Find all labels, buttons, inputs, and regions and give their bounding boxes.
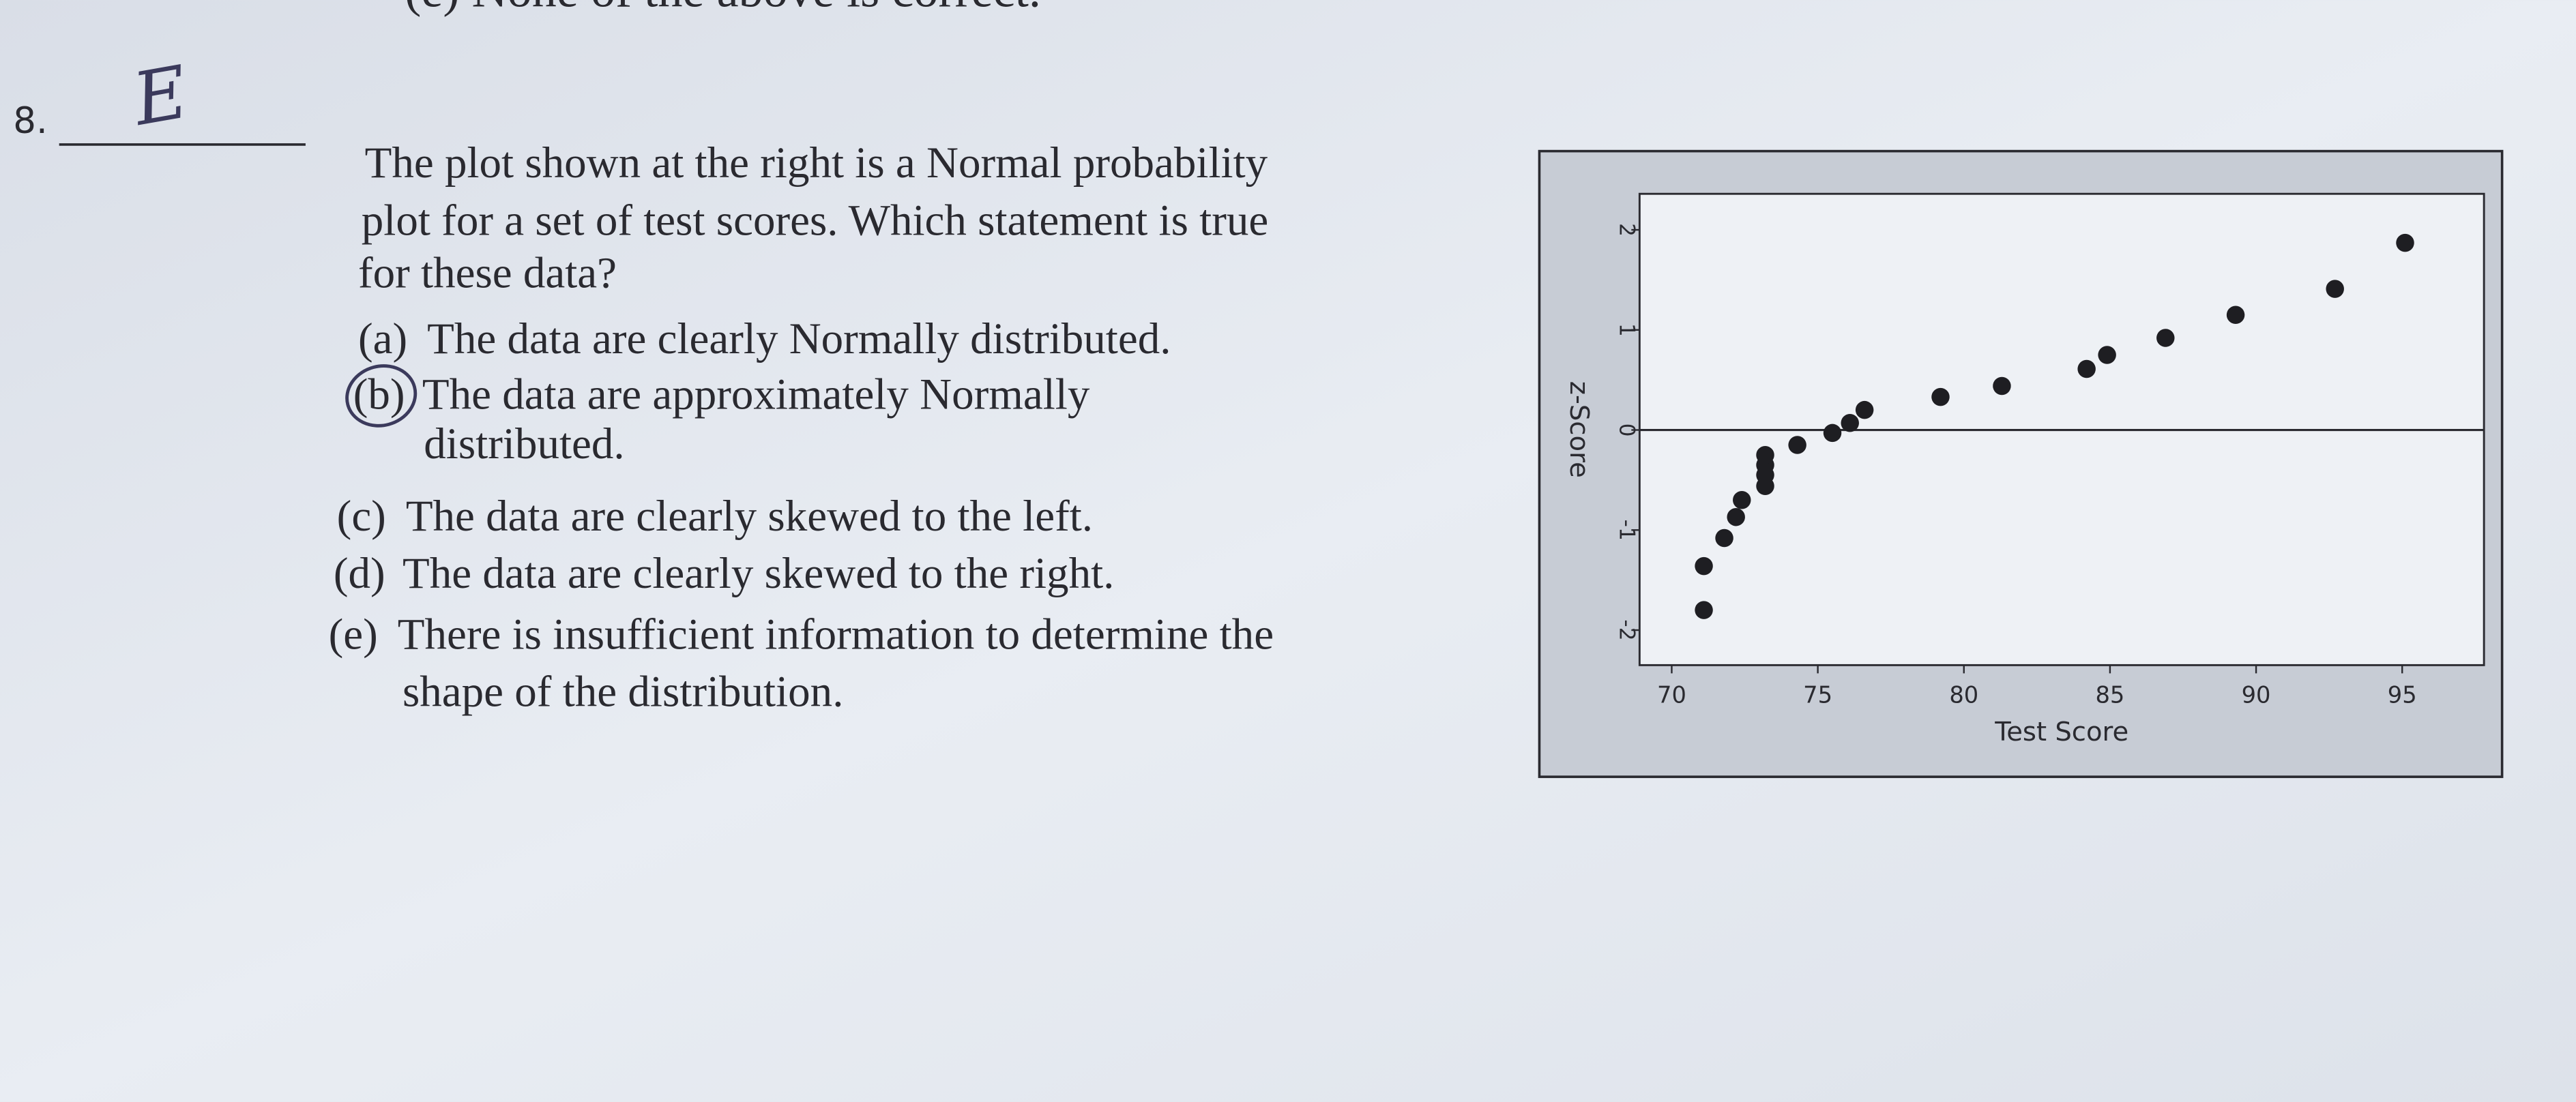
data-point: [2326, 280, 2344, 298]
question-number: 8.: [13, 100, 48, 142]
y-tick-label: 0: [1614, 423, 1639, 437]
data-point: [1931, 387, 1950, 406]
option-label: (a): [358, 314, 407, 363]
question-line: The plot shown at the right is a Normal …: [365, 138, 1268, 188]
data-point: [1727, 507, 1745, 526]
x-tick-label: 80: [1949, 682, 1978, 709]
data-point: [1733, 491, 1751, 509]
option-text: The data are clearly skewed to the left.: [406, 492, 1093, 541]
x-axis-label: Test Score: [1994, 717, 2128, 747]
option-label: (c): [337, 492, 386, 541]
data-point: [1855, 400, 1874, 419]
x-tick-label: 95: [2388, 682, 2417, 709]
y-tick-label: -1: [1614, 520, 1639, 541]
question-line: plot for a set of test scores. Which sta…: [362, 196, 1268, 245]
question-line: for these data?: [358, 248, 617, 297]
data-point: [1841, 414, 1859, 432]
data-point: [1756, 445, 1774, 464]
x-tick-label: 70: [1657, 682, 1686, 709]
data-point: [2396, 233, 2414, 252]
data-point: [1715, 528, 1733, 548]
cut-off-line: (e) None of the above is correct.: [405, 0, 1041, 18]
chart: -2 -1 0 1 2 70 75 80 85 90 95 Test Score z-Score: [1564, 223, 2485, 747]
data-point: [2098, 346, 2116, 364]
option-label: (d): [334, 549, 385, 598]
option-text: shape of the distribution.: [402, 668, 843, 717]
option-text: The data are clearly Normally distribute…: [427, 314, 1171, 363]
data-point: [2156, 329, 2175, 347]
option-text: The data are approximately Normally: [422, 370, 1090, 419]
x-tick-label: 85: [2095, 682, 2124, 709]
y-tick-label: -2: [1614, 619, 1639, 640]
x-tick-label: 75: [1803, 682, 1832, 709]
data-point: [1695, 556, 1713, 576]
data-point: [2077, 359, 2096, 378]
option-label: (b): [353, 370, 405, 419]
y-tick-label: 2: [1614, 223, 1639, 237]
option-label: (e): [329, 610, 378, 659]
option-text: distributed.: [424, 419, 624, 468]
option-text: The data are clearly skewed to the right…: [402, 549, 1114, 598]
answer-circle: [345, 364, 418, 428]
y-axis-label: z-Score: [1564, 381, 1594, 478]
x-tick-label: 90: [2242, 682, 2271, 709]
y-tick-label: 1: [1614, 323, 1639, 337]
question-text: The plot shown at the right is a Normal …: [329, 138, 1274, 716]
data-point: [1993, 376, 2011, 396]
option-text: There is insufficient information to det…: [398, 610, 1274, 659]
data-point: [1695, 601, 1713, 619]
data-point: [1823, 423, 1842, 443]
data-point: [1788, 436, 1806, 454]
data-point: [2226, 306, 2245, 325]
